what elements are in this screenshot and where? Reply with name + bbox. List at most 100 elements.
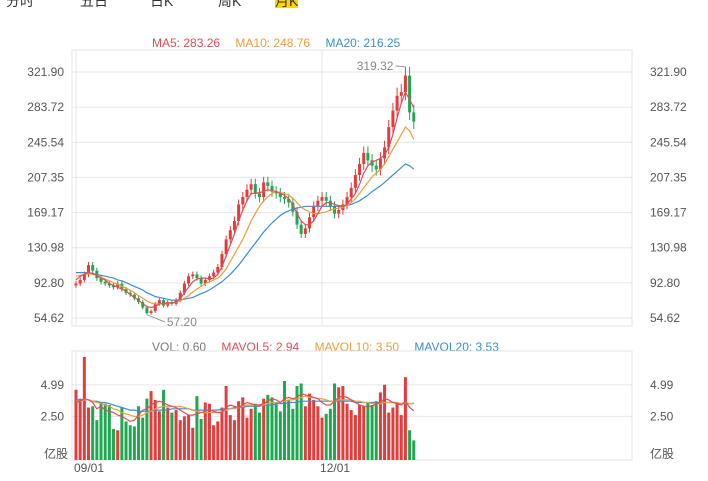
candle-body (237, 204, 241, 222)
candle-body (149, 311, 153, 314)
candle-body (91, 265, 95, 271)
period-tabs: 分时 五日 日K 周K 月K (0, 0, 708, 8)
volume-bar (408, 430, 412, 460)
candle-body (299, 224, 303, 234)
volume-bar (245, 417, 249, 460)
volume-bar (137, 406, 141, 460)
candle-body (387, 127, 391, 148)
volume-bar (149, 391, 153, 460)
candle-body (82, 274, 86, 280)
candle-body (141, 302, 145, 308)
volume-bar (333, 383, 337, 460)
candle-body (308, 217, 312, 229)
legend-ma10: MA10: 248.76 (235, 36, 311, 50)
candle-body (349, 187, 353, 198)
candle-body (287, 198, 291, 203)
candle-body (257, 193, 261, 198)
low-annotation: 57.20 (167, 315, 197, 329)
volume-bar (212, 425, 216, 460)
axis-labels: 321.90 321.90 283.72 283.72 245.54 245.54 207.… (27, 59, 687, 475)
volume-bar (353, 415, 357, 460)
volume-bar (145, 398, 149, 460)
candle-body (262, 182, 266, 198)
volume-bar (345, 403, 349, 460)
volume-bar (391, 407, 395, 460)
candle-body (195, 274, 199, 279)
candle-body (145, 307, 149, 314)
ma20-line (76, 163, 415, 301)
volume-bar (412, 440, 416, 460)
volume-bar (241, 397, 245, 460)
price-tick-left: 283.72 (27, 100, 64, 114)
candle-body (403, 75, 407, 93)
price-tick-right: 92.80 (650, 276, 680, 290)
candle-body (295, 211, 299, 225)
candle-body (228, 230, 232, 240)
volume-bar (283, 380, 286, 460)
candle-body (116, 283, 120, 288)
volume-bar (358, 404, 362, 460)
price-tick-right: 169.17 (650, 206, 687, 220)
volume-bar (195, 396, 199, 460)
volume-bar (170, 412, 174, 460)
candle-body (128, 292, 132, 295)
candle-body (87, 265, 91, 275)
mavol20-line (76, 399, 414, 412)
volume-bar (191, 427, 195, 460)
volume-bar (116, 430, 120, 460)
volume-bar (232, 420, 236, 460)
candle-body (278, 193, 282, 198)
candle-body (212, 272, 216, 277)
high-annotation: 319.32 (357, 59, 394, 73)
candle-body (391, 110, 395, 128)
volume-bar (270, 397, 274, 460)
tab-weekly-k[interactable]: 周K (218, 0, 242, 8)
volume-bars (74, 356, 416, 460)
volume-bar (124, 421, 128, 460)
volume-bar (95, 420, 99, 460)
volume-bar (153, 399, 157, 460)
volume-bar (78, 398, 82, 460)
candle-body (107, 283, 111, 286)
volume-bar (253, 403, 257, 460)
volume-bar (207, 403, 211, 460)
volume-bar (341, 386, 345, 460)
volume-bar (287, 399, 291, 460)
candle-body (199, 278, 203, 284)
candle-body (378, 158, 382, 170)
volume-bar (228, 415, 232, 460)
volume-bar (295, 386, 299, 460)
ma-lines (75, 90, 415, 309)
volume-bar (74, 389, 78, 460)
volume-bar (103, 403, 107, 460)
price-tick-left: 92.80 (34, 276, 64, 290)
tab-five-day[interactable]: 五日 (80, 0, 108, 8)
price-tick-right: 54.62 (650, 311, 680, 325)
candle-body (253, 184, 257, 194)
volume-bar (328, 408, 332, 460)
volume-bar (120, 407, 124, 460)
price-tick-right: 245.54 (650, 135, 687, 149)
volume-bar (82, 356, 86, 460)
candle-body (241, 197, 245, 205)
candle-body (157, 300, 161, 304)
volume-bar (383, 384, 387, 460)
volume-bar (87, 407, 91, 460)
candle-body (207, 276, 211, 280)
candle-body (270, 186, 274, 192)
candle-body (395, 95, 399, 111)
price-panel-frame (71, 49, 633, 327)
volume-tick-right: 4.99 (650, 378, 674, 392)
volume-bar (203, 402, 207, 460)
tab-intraday[interactable]: 分时 (6, 0, 34, 8)
volume-bar (262, 398, 266, 460)
volume-bar (316, 406, 320, 460)
volume-bar (308, 393, 312, 460)
tab-daily-k[interactable]: 日K (150, 0, 174, 8)
candle-body (249, 184, 253, 190)
price-legend: MA5: 283.26 MA10: 248.76 MA20: 216.25 (152, 36, 412, 50)
tab-monthly-k[interactable]: 月K (275, 0, 299, 8)
price-tick-left: 207.35 (27, 170, 64, 184)
candle-body (316, 200, 320, 207)
